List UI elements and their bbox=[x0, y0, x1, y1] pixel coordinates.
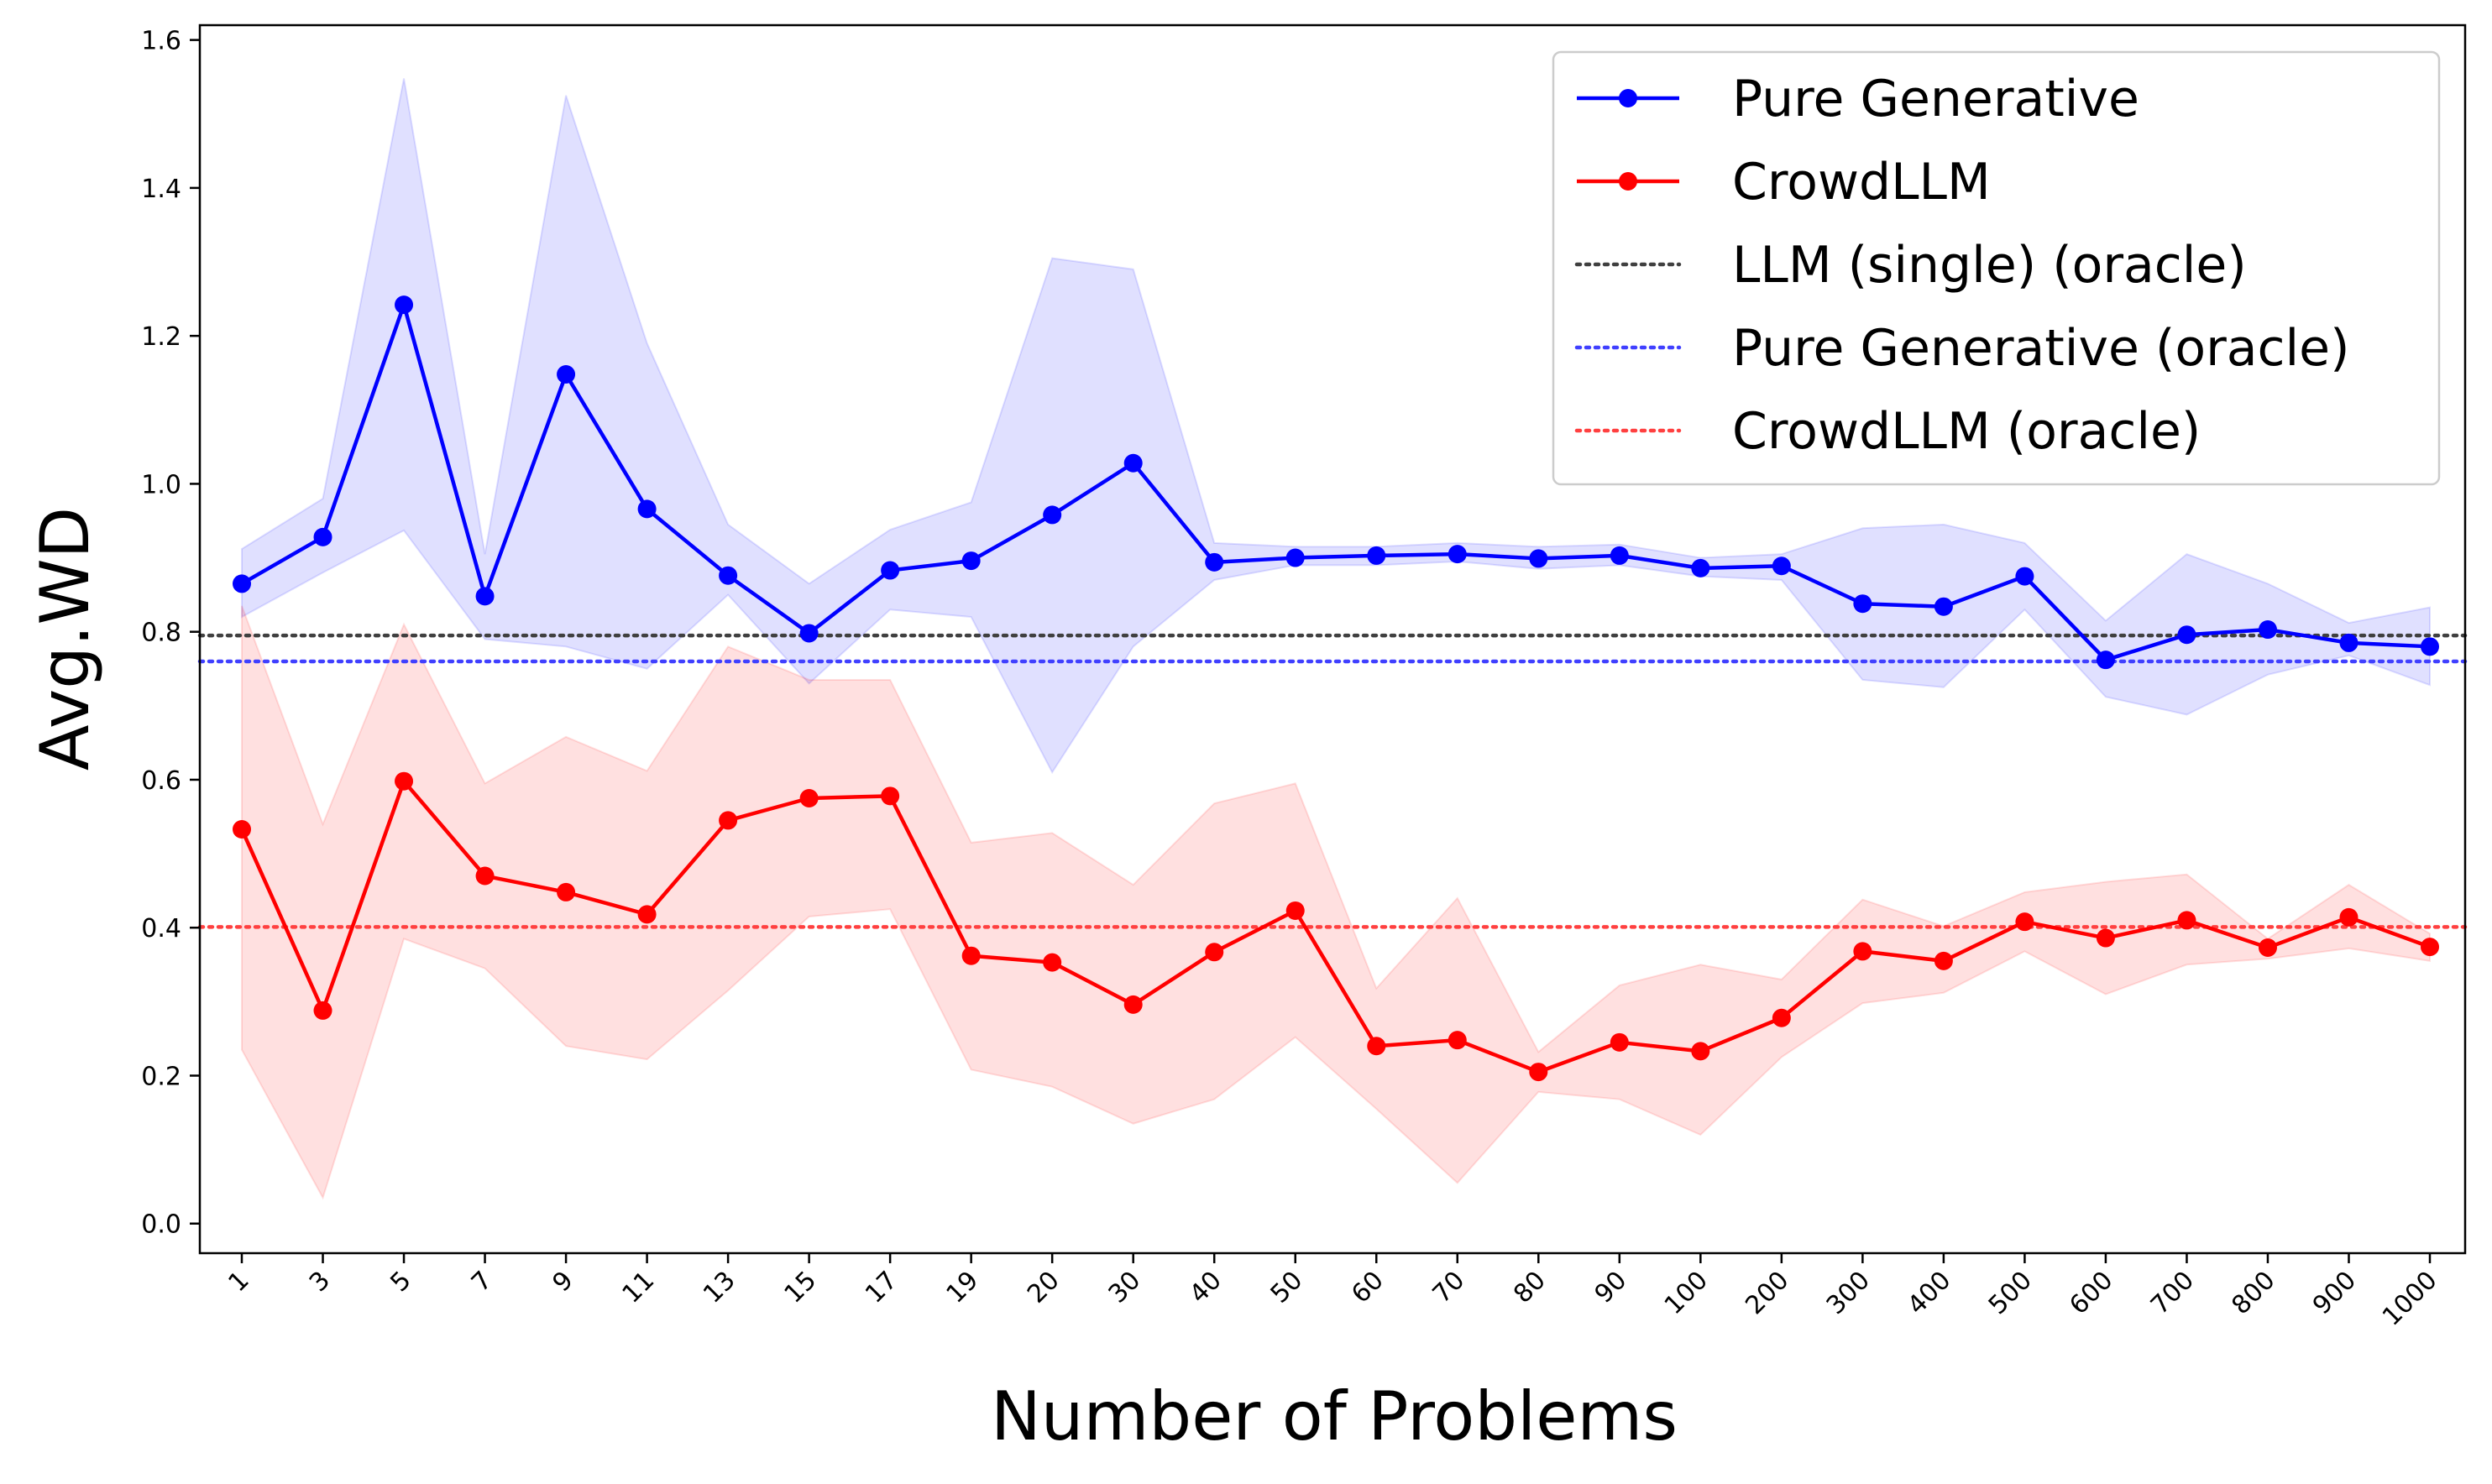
y-tick-label: 0.4 bbox=[141, 914, 181, 943]
point-crowdllm-100 bbox=[1691, 1042, 1710, 1061]
point-pure-generative-100 bbox=[1691, 558, 1710, 577]
point-pure-generative-40 bbox=[1205, 552, 1224, 572]
confidence-bands bbox=[241, 78, 2431, 1200]
point-pure-generative-30 bbox=[1123, 453, 1143, 473]
reference-lines bbox=[197, 633, 2468, 929]
point-pure-generative-200 bbox=[1772, 556, 1791, 576]
point-crowdllm-90 bbox=[1610, 1032, 1629, 1052]
point-crowdllm-11 bbox=[637, 905, 657, 924]
point-crowdllm-15 bbox=[799, 788, 819, 807]
point-crowdllm-300 bbox=[1853, 942, 1872, 961]
legend-marker-pure-generative bbox=[1619, 89, 1637, 107]
point-pure-generative-50 bbox=[1285, 548, 1305, 567]
point-crowdllm-1 bbox=[233, 820, 251, 839]
point-crowdllm-900 bbox=[2339, 907, 2358, 927]
y-tick-label: 0.6 bbox=[141, 766, 181, 796]
series-points bbox=[233, 295, 2439, 1082]
point-crowdllm-600 bbox=[2096, 928, 2115, 948]
point-pure-generative-1 bbox=[233, 574, 251, 593]
point-pure-generative-17 bbox=[881, 561, 900, 580]
point-crowdllm-7 bbox=[475, 866, 495, 886]
point-crowdllm-800 bbox=[2258, 938, 2277, 958]
point-crowdllm-3 bbox=[313, 1001, 332, 1020]
point-crowdllm-30 bbox=[1123, 995, 1143, 1014]
point-crowdllm-20 bbox=[1043, 953, 1062, 972]
point-pure-generative-500 bbox=[2015, 567, 2034, 586]
point-crowdllm-9 bbox=[557, 882, 576, 901]
point-crowdllm-200 bbox=[1772, 1008, 1791, 1027]
point-pure-generative-400 bbox=[1934, 597, 1953, 616]
point-crowdllm-70 bbox=[1448, 1031, 1467, 1050]
point-pure-generative-20 bbox=[1043, 505, 1062, 525]
point-crowdllm-80 bbox=[1529, 1063, 1548, 1082]
y-tick-label: 0.8 bbox=[141, 619, 181, 648]
legend-items: Pure Generative CrowdLLM LLM (single) (ora… bbox=[1574, 70, 2350, 461]
point-pure-generative-19 bbox=[961, 551, 981, 571]
point-pure-generative-60 bbox=[1367, 546, 1386, 565]
point-pure-generative-80 bbox=[1529, 549, 1548, 568]
legend-label-crowdllm: CrowdLLM bbox=[1732, 153, 1991, 212]
point-pure-generative-1000 bbox=[2421, 637, 2439, 656]
point-pure-generative-300 bbox=[1853, 594, 1872, 614]
point-crowdllm-13 bbox=[719, 811, 738, 830]
point-pure-generative-90 bbox=[1610, 546, 1629, 565]
y-tick-label: 1.2 bbox=[141, 322, 181, 352]
y-tick-label: 1.6 bbox=[141, 27, 181, 56]
point-crowdllm-700 bbox=[2177, 911, 2196, 930]
point-pure-generative-70 bbox=[1448, 545, 1467, 564]
plot-frame bbox=[198, 24, 2467, 1255]
point-pure-generative-5 bbox=[395, 295, 414, 315]
point-crowdllm-17 bbox=[881, 786, 900, 806]
legend-label-pure-generative: Pure Generative bbox=[1732, 70, 2139, 128]
point-pure-generative-900 bbox=[2339, 633, 2358, 652]
point-pure-generative-600 bbox=[2096, 651, 2115, 670]
point-crowdllm-1000 bbox=[2421, 938, 2439, 957]
legend-label-pure-generative-oracle: Pure Generative (oracle) bbox=[1732, 319, 2350, 378]
legend-label-crowdllm-oracle: CrowdLLM (oracle) bbox=[1732, 402, 2201, 461]
point-crowdllm-500 bbox=[2015, 912, 2034, 932]
point-pure-generative-11 bbox=[637, 499, 657, 519]
y-axis-title: Avg.WD bbox=[26, 507, 104, 771]
y-tick-label: 0.0 bbox=[141, 1210, 181, 1240]
line-crowdllm bbox=[239, 779, 2431, 1074]
legend-label-llm-single-oracle: LLM (single) (oracle) bbox=[1732, 236, 2247, 295]
legend: Pure Generative CrowdLLM LLM (single) (ora… bbox=[1552, 50, 2441, 486]
y-tick-label: 1.0 bbox=[141, 470, 181, 499]
point-pure-generative-3 bbox=[313, 527, 332, 546]
line-pure-generative bbox=[240, 302, 2431, 662]
point-pure-generative-9 bbox=[557, 364, 576, 384]
point-pure-generative-700 bbox=[2177, 625, 2196, 645]
x-axis-title: Number of Problems bbox=[991, 1377, 1678, 1455]
y-tick-label: 0.2 bbox=[141, 1062, 181, 1091]
band-pure-generative bbox=[241, 78, 2431, 775]
point-crowdllm-400 bbox=[1934, 951, 1953, 970]
point-pure-generative-800 bbox=[2258, 620, 2277, 640]
legend-marker-crowdllm bbox=[1619, 172, 1637, 191]
point-pure-generative-13 bbox=[719, 566, 738, 585]
band-crowdllm bbox=[241, 605, 2431, 1200]
series-lines bbox=[239, 302, 2431, 1074]
point-crowdllm-5 bbox=[395, 771, 414, 791]
point-crowdllm-60 bbox=[1367, 1037, 1386, 1056]
legend-box bbox=[1552, 50, 2441, 486]
point-crowdllm-40 bbox=[1205, 943, 1224, 962]
point-crowdllm-19 bbox=[961, 946, 981, 965]
point-pure-generative-7 bbox=[475, 587, 495, 606]
point-crowdllm-50 bbox=[1285, 901, 1305, 920]
y-tick-label: 1.4 bbox=[141, 175, 181, 204]
point-pure-generative-15 bbox=[799, 624, 819, 643]
y-axis: 0.0 0.2 0.4 0.6 0.8 1.0 1.2 1.4 1.6 bbox=[141, 27, 200, 1240]
